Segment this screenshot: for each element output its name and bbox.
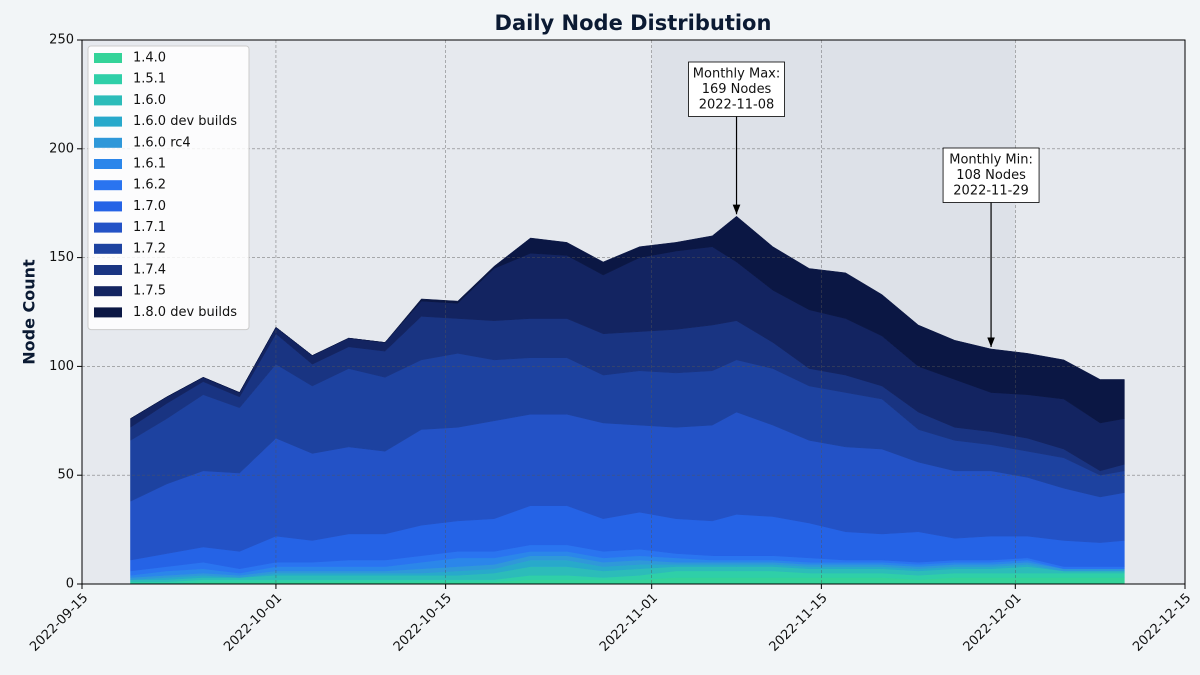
annotation-box [688, 61, 785, 117]
legend-label: 1.7.2 [133, 241, 166, 256]
legend-swatch [94, 265, 122, 275]
x-tick-label: 2022-10-15 [391, 591, 455, 655]
legend-label: 1.7.1 [133, 220, 166, 235]
y-tick-label: 200 [49, 141, 74, 156]
x-tick-label: 2022-11-15 [767, 591, 831, 655]
x-tick-label: 2022-12-01 [961, 591, 1025, 655]
legend-label: 1.7.0 [133, 199, 166, 214]
x-tick-label: 2022-12-15 [1130, 591, 1194, 655]
annotation-box [942, 147, 1040, 203]
legend-swatch [94, 180, 122, 191]
legend-label: 1.6.0 [133, 93, 166, 108]
legend-label: 1.7.5 [133, 284, 166, 299]
annotation-text: Monthly Max: [693, 66, 780, 81]
legend-label: 1.4.0 [133, 51, 166, 66]
annotation-text: 2022-11-29 [953, 183, 1029, 198]
legend-swatch [94, 222, 122, 233]
annotation-text: Monthly Min: [949, 152, 1033, 167]
legend-label: 1.5.1 [133, 72, 166, 87]
legend-swatch [94, 201, 122, 212]
chart-title: Daily Node Distribution [495, 11, 772, 35]
y-tick-label: 100 [49, 359, 74, 374]
x-tick-label: 2022-10-01 [221, 591, 285, 655]
legend-swatch [94, 307, 122, 318]
y-tick-label: 250 [49, 33, 74, 48]
plot-frame [81, 39, 1186, 585]
y-tick-label: 50 [57, 468, 74, 483]
legend-swatch [94, 159, 122, 169]
annotation-text: 2022-11-08 [699, 97, 775, 112]
y-tick-label: 150 [49, 250, 74, 265]
annotation-text: 108 Nodes [956, 168, 1026, 183]
annotation-text: 169 Nodes [702, 82, 772, 97]
legend-swatch [94, 74, 122, 85]
legend-swatch [94, 116, 122, 127]
legend-swatch [94, 137, 122, 148]
legend-label: 1.6.0 dev builds [133, 114, 237, 129]
x-tick-label: 2022-09-15 [27, 591, 91, 655]
legend-swatch [94, 286, 122, 297]
y-tick-label: 0 [66, 577, 74, 592]
legend-box [87, 45, 250, 331]
legend-swatch [94, 243, 122, 254]
legend-label: 1.6.1 [133, 157, 166, 172]
y-axis-label: Node Count [20, 259, 39, 365]
legend-label: 1.7.4 [133, 263, 166, 278]
legend-swatch [94, 53, 122, 63]
legend-label: 1.8.0 dev builds [133, 305, 237, 320]
x-tick-label: 2022-11-01 [597, 591, 661, 655]
legend-label: 1.6.2 [133, 178, 166, 193]
legend-swatch [94, 95, 122, 106]
legend-label: 1.6.0 rc4 [133, 135, 191, 150]
